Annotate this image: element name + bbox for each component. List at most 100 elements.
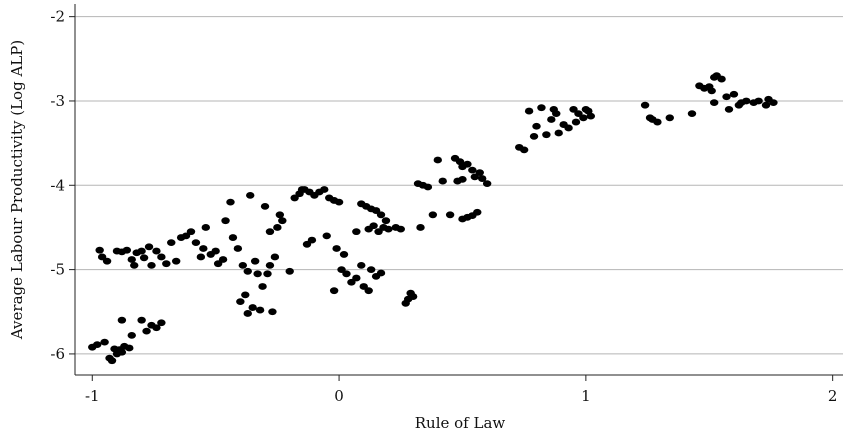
data-point (275, 211, 285, 219)
x-tick-label: 2 (828, 387, 838, 405)
data-point (339, 251, 349, 258)
data-point (537, 104, 546, 112)
x-tick-label: 1 (581, 387, 591, 405)
data-point (196, 253, 206, 261)
x-axis-ticks: -1 0 1 2 (85, 375, 837, 405)
x-axis-title: Rule of Law (415, 414, 506, 432)
data-point (250, 257, 260, 265)
data-point (473, 208, 482, 216)
data-point (347, 278, 356, 286)
data-point (226, 198, 235, 206)
data-point (186, 228, 196, 236)
x-tick-label: -1 (85, 387, 100, 405)
data-point (236, 298, 245, 306)
data-point (102, 257, 112, 265)
data-point (337, 266, 346, 274)
data-point (532, 122, 541, 130)
data-point (243, 310, 252, 317)
data-point (416, 224, 425, 231)
data-point (569, 105, 578, 113)
data-point (458, 175, 467, 183)
data-point (297, 186, 307, 193)
data-point (130, 261, 139, 269)
data-point (278, 217, 287, 225)
data-point (376, 269, 386, 277)
data-point (722, 93, 731, 101)
data-point (547, 116, 556, 123)
data-point (285, 267, 294, 275)
data-point (167, 239, 176, 247)
y-tick-label: -3 (50, 92, 65, 110)
y-axis-title: Average Labour Productivity (Log ALP) (8, 40, 26, 340)
data-point (238, 261, 248, 269)
data-point (122, 246, 132, 254)
data-point (754, 97, 763, 105)
data-point (359, 283, 368, 290)
data-point (352, 228, 361, 236)
data-point (162, 260, 171, 268)
data-point (761, 101, 771, 109)
data-point (366, 266, 376, 274)
data-points (88, 72, 778, 365)
data-point (529, 132, 539, 140)
data-point (342, 270, 351, 278)
data-point (117, 348, 127, 356)
data-point (374, 228, 383, 236)
data-point (125, 344, 134, 352)
data-point (445, 211, 455, 219)
data-point (482, 180, 492, 187)
data-point (322, 232, 331, 240)
data-point (97, 253, 107, 261)
data-point (423, 183, 433, 191)
data-point (95, 246, 104, 254)
data-point (332, 245, 341, 252)
data-point (352, 274, 361, 282)
data-point (519, 146, 529, 154)
data-point (157, 253, 166, 261)
data-point (475, 169, 484, 177)
axes (74, 4, 843, 376)
data-point (228, 234, 238, 241)
data-point (574, 110, 583, 118)
data-point (93, 341, 102, 349)
y-tick-label: -4 (50, 176, 65, 194)
data-point (433, 156, 442, 164)
data-point (107, 357, 117, 365)
data-point (329, 287, 339, 295)
data-point (127, 256, 136, 263)
data-point (181, 232, 191, 240)
data-point (742, 97, 751, 105)
data-point (268, 308, 277, 316)
x-tick-label: 0 (334, 387, 344, 405)
data-point (468, 166, 477, 174)
data-point (552, 110, 561, 118)
data-point (724, 105, 734, 113)
data-point (201, 224, 211, 231)
data-point (408, 293, 418, 300)
data-point (369, 222, 378, 230)
data-point (707, 87, 716, 95)
data-point (381, 217, 391, 225)
data-point (263, 270, 272, 278)
y-tick-label: -5 (50, 261, 65, 279)
data-point (270, 253, 280, 261)
data-point (364, 287, 373, 295)
data-point (717, 75, 726, 83)
data-point (428, 211, 438, 219)
data-point (199, 245, 208, 252)
data-point (438, 177, 447, 185)
data-point (144, 243, 154, 251)
data-point (478, 175, 487, 182)
data-point (260, 202, 270, 210)
data-point (273, 224, 282, 231)
data-point (640, 101, 650, 109)
data-point (243, 267, 252, 275)
data-point (255, 306, 265, 314)
data-point (729, 90, 739, 98)
data-point (463, 160, 472, 168)
data-point (357, 261, 366, 269)
data-point (320, 186, 329, 193)
data-point (152, 247, 161, 255)
data-point (191, 239, 201, 247)
